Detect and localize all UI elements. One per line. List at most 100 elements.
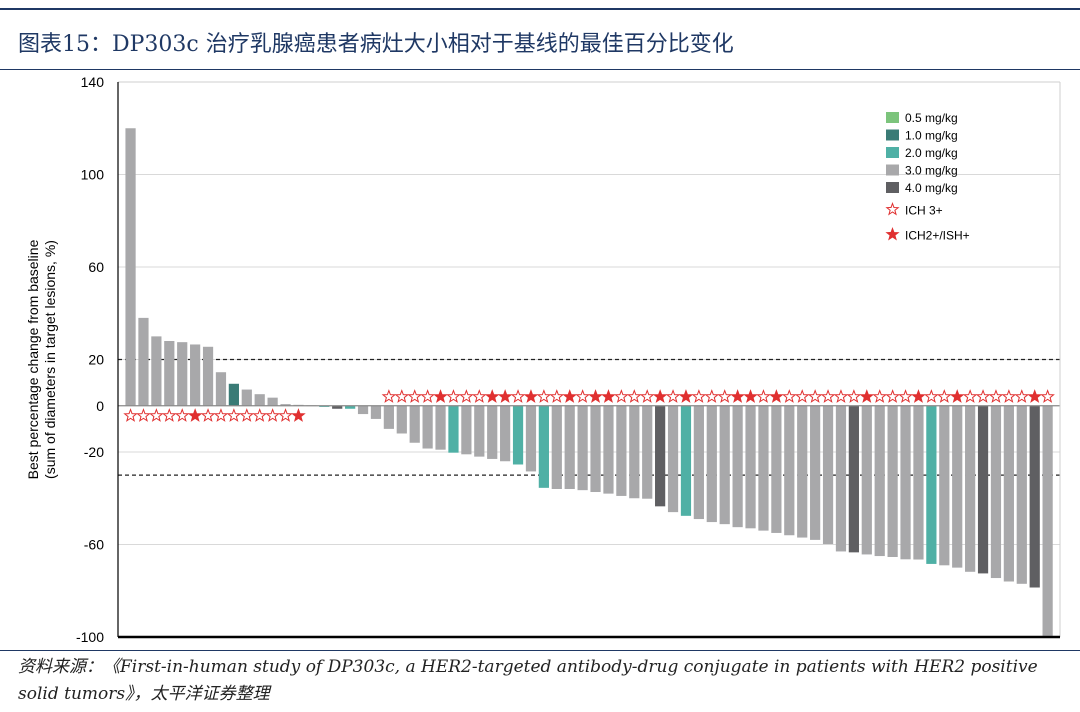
- filled-star-marker: [678, 389, 694, 403]
- legend-label: ICH2+/ISH+: [905, 229, 970, 243]
- bar: [512, 405, 524, 465]
- filled-star-marker: [291, 408, 306, 422]
- bar: [396, 405, 407, 434]
- open-star-marker: [162, 408, 177, 422]
- open-star-marker: [536, 389, 552, 403]
- filled-star-marker: [769, 389, 784, 403]
- bar: [1029, 405, 1040, 588]
- legend-swatch: [886, 129, 899, 141]
- filled-star-marker: [601, 389, 616, 403]
- open-star-marker: [252, 408, 267, 422]
- open-star-marker: [226, 408, 242, 422]
- bar: [913, 405, 924, 560]
- bar: [280, 404, 291, 406]
- open-star-marker: [820, 389, 836, 403]
- filled-star-marker: [523, 389, 539, 403]
- legend-label: 3.0 mg/kg: [905, 164, 958, 178]
- open-star-marker: [239, 408, 255, 422]
- bar: [538, 405, 549, 488]
- bar: [822, 405, 834, 545]
- y-tick-label: 140: [81, 74, 105, 90]
- filled-star-marker: [588, 389, 603, 403]
- open-star-marker: [962, 389, 978, 403]
- bar: [810, 405, 821, 540]
- bar: [500, 405, 511, 462]
- open-star-marker: [575, 389, 590, 403]
- open-star-marker: [833, 389, 849, 403]
- bar: [370, 405, 382, 419]
- bar: [215, 372, 227, 406]
- legend-label: 0.5 mg/kg: [905, 111, 958, 125]
- top-rule: [0, 8, 1080, 10]
- bar: [190, 344, 201, 406]
- filled-star-marker: [497, 389, 513, 403]
- filled-star-marker: [187, 408, 203, 422]
- legend-label: ICH 3+: [905, 204, 943, 218]
- filled-star-marker: [433, 389, 448, 403]
- bar: [409, 405, 420, 443]
- y-tick-label: -100: [76, 629, 104, 645]
- open-star-marker: [807, 389, 823, 403]
- y-axis-title: Best percentage change from baseline(sum…: [25, 239, 58, 479]
- open-star-marker: [265, 408, 280, 422]
- y-axis-title-line1: Best percentage change from baseline: [25, 239, 41, 479]
- bar: [487, 405, 498, 459]
- bar: [642, 405, 653, 499]
- open-star-marker: [174, 408, 190, 422]
- bar: [551, 405, 562, 489]
- bar: [151, 336, 162, 406]
- open-star-marker: [704, 389, 720, 403]
- legend-swatch: [886, 147, 899, 158]
- bar: [629, 405, 640, 499]
- bar: [771, 405, 782, 533]
- filled-star-marker: [743, 389, 758, 403]
- y-tick-label: 0: [96, 398, 104, 414]
- y-tick-label: 20: [88, 352, 104, 368]
- y-tick-label: 100: [81, 167, 105, 183]
- filled-star-marker: [911, 389, 926, 403]
- y-axis-title-line2: (sum of diameters in target lesions, %): [42, 240, 58, 479]
- bar: [745, 405, 756, 529]
- source-note: 资料来源：《First-in-human study of DP303c, a …: [18, 657, 1038, 704]
- bar: [797, 405, 808, 538]
- open-star-marker: [123, 408, 138, 422]
- bar: [977, 405, 989, 574]
- bar: [383, 405, 394, 429]
- waterfall-chart: 140 100 60 20 0 -20 -60 -100 Best percentage cha…: [25, 74, 1061, 645]
- bar: [202, 346, 214, 406]
- open-star-marker: [459, 389, 474, 403]
- bar: [125, 128, 136, 406]
- title-rule: [0, 69, 1080, 70]
- bar: [848, 405, 859, 553]
- figure-title: 图表15：DP303c 治疗乳腺癌患者病灶大小相对于基线的最佳百分比变化: [18, 32, 734, 57]
- bar: [1016, 405, 1027, 584]
- open-star-marker: [1040, 389, 1055, 403]
- open-star-marker: [381, 389, 397, 403]
- legend-label: 4.0 mg/kg: [905, 181, 958, 195]
- open-star-marker: [756, 389, 771, 403]
- bar: [332, 405, 343, 409]
- bar: [138, 317, 149, 406]
- open-star-marker: [885, 389, 900, 403]
- legend-swatch: [886, 182, 899, 193]
- open-star-marker: [614, 389, 629, 403]
- open-star-marker: [665, 389, 681, 403]
- bar: [590, 405, 601, 493]
- open-star-marker: [149, 408, 164, 422]
- open-star-marker: [407, 389, 422, 403]
- bar: [1042, 405, 1053, 636]
- open-star-marker: [472, 389, 487, 403]
- bar: [835, 405, 847, 552]
- bar: [784, 405, 795, 536]
- source-rule: [0, 650, 1080, 651]
- bar: [939, 405, 950, 566]
- open-star-marker: [1001, 389, 1017, 403]
- open-star-marker: [278, 408, 293, 422]
- bar: [577, 405, 588, 491]
- filled-star-icon: [885, 227, 900, 241]
- bar: [461, 405, 472, 455]
- filled-star-marker: [730, 389, 745, 403]
- open-star-marker: [782, 389, 797, 403]
- bar: [1003, 405, 1014, 582]
- bar: [177, 342, 188, 406]
